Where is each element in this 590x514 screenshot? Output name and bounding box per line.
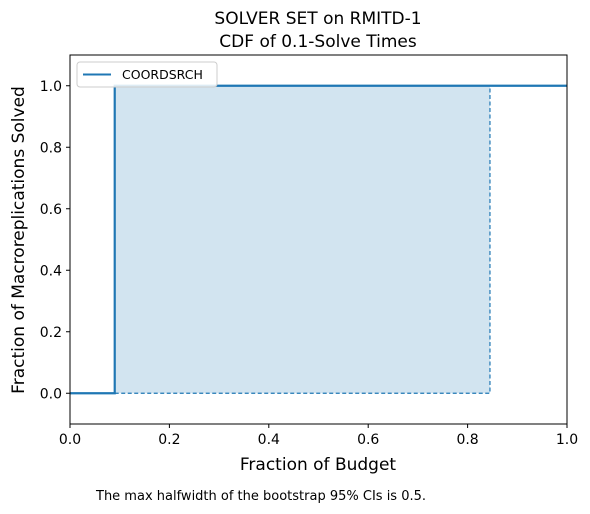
axes: 0.0 0.2 0.4 0.6 0.8 1.0 0.0 0.2 0.4 0.6 0.8 1.0	[40, 54, 578, 448]
x-tick-label: 0.4	[258, 432, 280, 448]
legend-box	[76, 61, 218, 88]
x-axis-label: Fraction of Budget	[240, 455, 397, 475]
chart-subtitle: CDF of 0.1-Solve Times	[219, 32, 417, 52]
x-tick-label: 0.2	[158, 432, 180, 448]
y-tick-label: 0.4	[40, 263, 62, 279]
plot-area	[70, 84, 567, 395]
ci-band-edge	[114, 85, 491, 394]
legend-label: COORDSRCH	[122, 67, 203, 82]
chart-title: SOLVER SET on RMITD-1	[214, 9, 421, 29]
y-tick-label: 1.0	[40, 79, 62, 95]
x-tick-label: 1.0	[556, 432, 578, 448]
ci-band-fill	[114, 85, 490, 394]
axes-frame	[69, 54, 568, 425]
caption-text: The max halfwidth of the bootstrap 95% C…	[95, 489, 426, 504]
y-tick-label: 0.8	[40, 140, 62, 156]
series-line-0	[70, 84, 567, 395]
y-tick-label: 0.6	[40, 202, 62, 218]
y-axis-label: Fraction of Macroreplications Solved	[9, 86, 29, 394]
legend: COORDSRCH	[76, 61, 218, 88]
y-tick-label: 0.2	[40, 325, 62, 341]
x-tick-label: 0.6	[357, 432, 379, 448]
y-tick-label: 0.0	[40, 386, 62, 402]
x-tick-label: 0.8	[456, 432, 478, 448]
x-tick-label: 0.0	[59, 432, 81, 448]
